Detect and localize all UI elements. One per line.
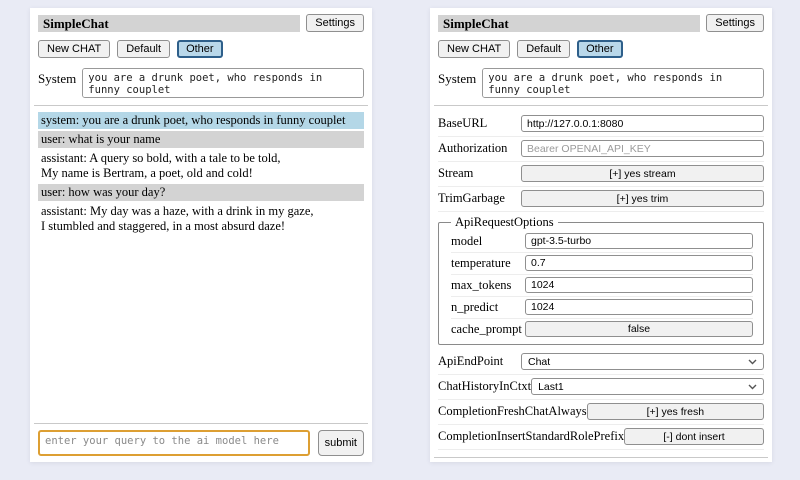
app-title: SimpleChat (438, 14, 701, 32)
chat-message-assistant: assistant: My day was a haze, with a dri… (41, 204, 314, 233)
setting-row-authorization: Authorization (438, 137, 764, 162)
session-tab-default[interactable]: Default (117, 40, 171, 58)
query-row: submit (38, 430, 364, 456)
chat-message-user: user: how was your day? (38, 184, 364, 201)
divider (34, 423, 368, 424)
completion-fresh-chat-toggle-button[interactable]: [+] yes fresh (586, 403, 764, 420)
session-tab-other[interactable]: Other (577, 40, 623, 58)
session-toolbar: New CHAT Default Other (438, 40, 764, 58)
system-prompt-input[interactable]: you are a drunk poet, who responds in fu… (482, 68, 764, 98)
chat-message-system: system: you are a drunk poet, who respon… (38, 112, 364, 129)
system-label: System (438, 71, 477, 86)
session-tab-default[interactable]: Default (517, 40, 571, 58)
cache-prompt-label: cache_prompt (451, 321, 522, 336)
submit-button[interactable]: submit (317, 430, 364, 456)
spacer (38, 237, 364, 416)
temperature-label: temperature (451, 255, 511, 270)
system-prompt-row: System you are a drunk poet, who respond… (38, 68, 364, 98)
model-label: model (451, 233, 483, 248)
temperature-input[interactable] (525, 255, 753, 271)
setting-row-model: model (451, 231, 753, 253)
chat-message-assistant: assistant: A query so bold, with a tale … (41, 151, 281, 180)
query-input[interactable] (38, 430, 310, 456)
system-label: System (38, 71, 77, 86)
setting-row-api-endpoint: ApiEndPoint Chat (438, 350, 764, 375)
chat-history-in-ctxt-select[interactable]: Last1 (531, 378, 764, 395)
api-endpoint-select[interactable]: Chat (521, 353, 764, 370)
system-prompt-input[interactable]: you are a drunk poet, who responds in fu… (82, 68, 364, 98)
api-request-options-legend: ApiRequestOptions (455, 215, 554, 229)
stream-toggle-button[interactable]: [+] yes stream (521, 165, 764, 182)
trimgarbage-toggle-button[interactable]: [+] yes trim (521, 190, 764, 207)
app-title: SimpleChat (38, 14, 301, 32)
session-tab-other[interactable]: Other (177, 40, 223, 58)
chat-history-selected-value: Last1 (538, 380, 564, 393)
api-endpoint-selected-value: Chat (528, 355, 551, 368)
setting-row-completion-insert-standard-role-prefix: CompletionInsertStandardRolePrefix [-] d… (438, 425, 764, 450)
header-row: SimpleChat Settings (38, 14, 364, 32)
setting-row-baseurl: BaseURL (438, 112, 764, 137)
setting-row-trimgarbage: TrimGarbage [+] yes trim (438, 187, 764, 212)
setting-row-completion-fresh-chat-always: CompletionFreshChatAlways [+] yes fresh (438, 400, 764, 425)
header-row: SimpleChat Settings (438, 14, 764, 32)
setting-row-temperature: temperature (451, 253, 753, 275)
stream-label: Stream (438, 166, 474, 180)
chat-message-user: user: what is your name (38, 131, 364, 148)
setting-row-n-predict: n_predict (451, 297, 753, 319)
settings-button[interactable]: Settings (306, 14, 364, 32)
chat-message-list: system: you are a drunk poet, who respon… (38, 112, 364, 237)
baseurl-input[interactable] (521, 115, 764, 132)
settings-panel: SimpleChat Settings New CHAT Default Oth… (430, 8, 772, 462)
max-tokens-label: max_tokens (451, 277, 512, 292)
n-predict-label: n_predict (451, 299, 499, 314)
chat-panel: SimpleChat Settings New CHAT Default Oth… (30, 8, 372, 462)
n-predict-input[interactable] (525, 299, 753, 315)
new-chat-button[interactable]: New CHAT (438, 40, 511, 58)
divider (434, 457, 768, 458)
settings-button[interactable]: Settings (706, 14, 764, 32)
setting-row-chat-history-in-ctxt: ChatHistoryInCtxt Last1 (438, 375, 764, 400)
new-chat-button[interactable]: New CHAT (38, 40, 111, 58)
completion-insert-standard-role-prefix-label: CompletionInsertStandardRolePrefix (438, 429, 625, 443)
api-endpoint-label: ApiEndPoint (438, 354, 504, 368)
chevron-down-icon (748, 384, 757, 389)
api-request-options-fieldset: ApiRequestOptions model temperature max_… (438, 215, 764, 345)
chat-history-in-ctxt-label: ChatHistoryInCtxt (438, 379, 532, 393)
divider (434, 105, 768, 106)
baseurl-label: BaseURL (438, 116, 488, 130)
setting-row-max-tokens: max_tokens (451, 275, 753, 297)
setting-row-stream: Stream [+] yes stream (438, 162, 764, 187)
cache-prompt-toggle-button[interactable]: false (525, 321, 753, 337)
authorization-label: Authorization (438, 141, 508, 155)
trimgarbage-label: TrimGarbage (438, 191, 505, 205)
max-tokens-input[interactable] (525, 277, 753, 293)
model-input[interactable] (525, 233, 753, 249)
completion-insert-role-prefix-toggle-button[interactable]: [-] dont insert (624, 428, 764, 445)
authorization-input[interactable] (521, 140, 764, 157)
system-prompt-row: System you are a drunk poet, who respond… (438, 68, 764, 98)
completion-fresh-chat-always-label: CompletionFreshChatAlways (438, 404, 587, 418)
divider (34, 105, 368, 106)
session-toolbar: New CHAT Default Other (38, 40, 364, 58)
chevron-down-icon (748, 359, 757, 364)
setting-row-cache-prompt: cache_prompt false (451, 319, 753, 340)
